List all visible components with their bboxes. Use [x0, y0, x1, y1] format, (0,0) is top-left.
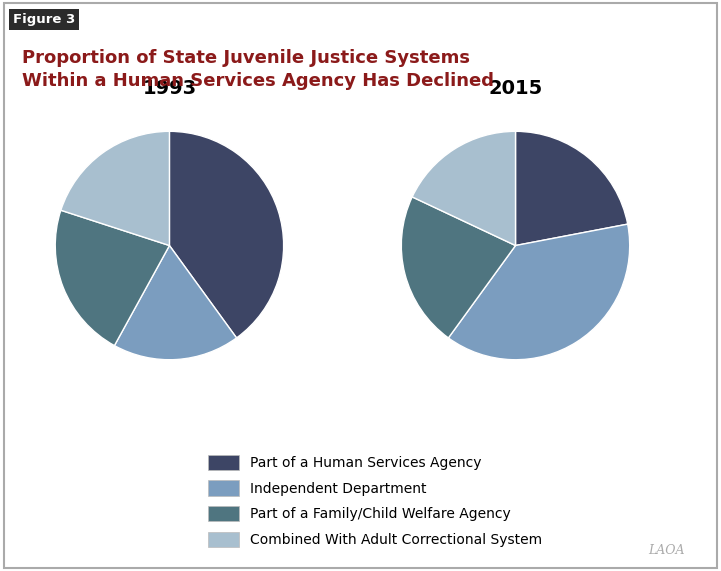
Wedge shape [61, 131, 169, 246]
Title: 2015: 2015 [488, 79, 543, 98]
Wedge shape [448, 224, 629, 360]
Wedge shape [169, 131, 283, 338]
Wedge shape [115, 246, 236, 360]
Title: 1993: 1993 [142, 79, 197, 98]
Text: LAOA: LAOA [648, 544, 685, 557]
Text: Figure 3: Figure 3 [13, 13, 75, 26]
Wedge shape [56, 210, 169, 345]
Wedge shape [402, 197, 516, 338]
Wedge shape [412, 131, 516, 246]
Wedge shape [516, 131, 628, 246]
Legend: Part of a Human Services Agency, Independent Department, Part of a Family/Child : Part of a Human Services Agency, Indepen… [208, 455, 541, 547]
Text: Proportion of State Juvenile Justice Systems
Within a Human Services Agency Has : Proportion of State Juvenile Justice Sys… [22, 49, 494, 90]
